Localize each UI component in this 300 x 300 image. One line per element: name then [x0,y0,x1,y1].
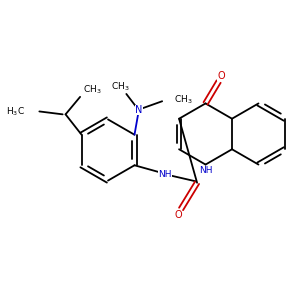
Text: O: O [217,71,225,81]
Text: CH$_3$: CH$_3$ [111,80,129,93]
Text: O: O [174,210,182,220]
Text: CH$_3$: CH$_3$ [174,94,192,106]
Text: CH$_3$: CH$_3$ [83,83,102,96]
Text: H$_3$C: H$_3$C [6,105,25,118]
Text: NH: NH [199,167,212,176]
Text: N: N [135,105,142,115]
Text: NH: NH [158,169,172,178]
